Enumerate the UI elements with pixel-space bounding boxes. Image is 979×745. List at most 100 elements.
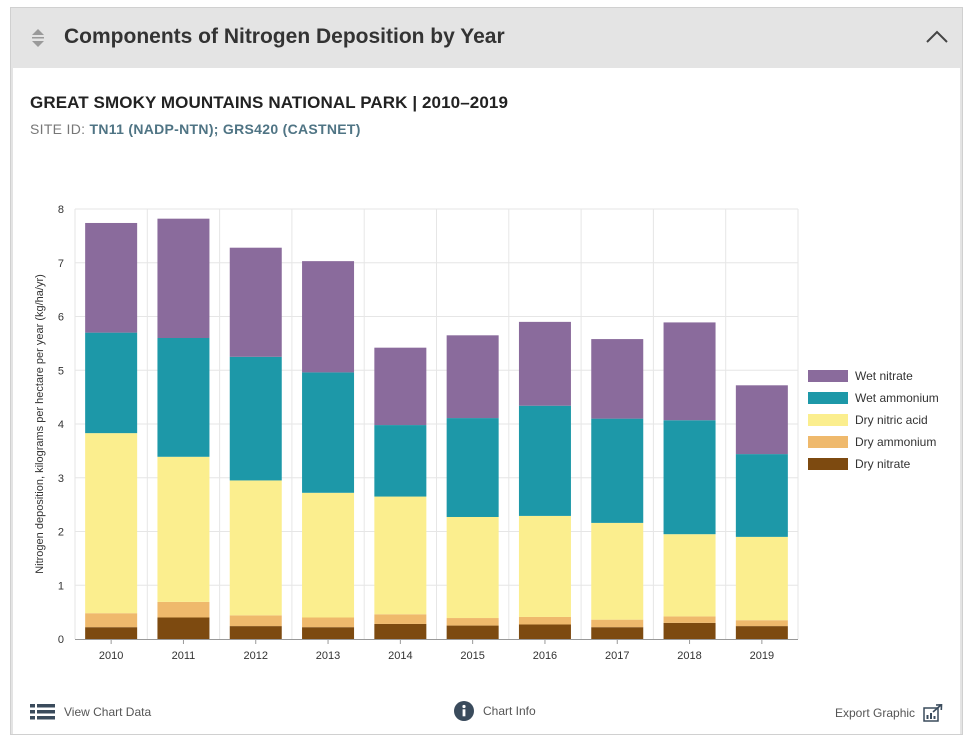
y-tick-label: 5 — [58, 365, 64, 377]
bar-segment — [446, 618, 499, 626]
bar-segment — [446, 335, 499, 419]
bar-segment — [518, 405, 571, 516]
bar-segment — [157, 601, 210, 618]
bar-segment — [735, 385, 788, 455]
bar-segment — [663, 322, 716, 421]
legend-label: Wet nitrate — [855, 369, 913, 383]
y-tick-label: 4 — [58, 419, 64, 431]
y-tick-label: 0 — [58, 634, 64, 646]
legend-label: Dry nitric acid — [855, 413, 928, 427]
bar-segment — [518, 624, 571, 639]
bar-segment — [518, 616, 571, 625]
bar-segment — [663, 622, 716, 639]
bar-segment — [518, 321, 571, 406]
bar-segment — [229, 247, 282, 357]
bar-segment — [446, 418, 499, 517]
bar-segment — [735, 620, 788, 627]
export-graphic-button[interactable]: Export Graphic — [835, 704, 960, 722]
bar-segment — [302, 617, 355, 628]
bar-segment — [85, 332, 138, 434]
bar-segment — [374, 425, 427, 497]
bar-segment — [302, 492, 355, 618]
chart-info-label: Chart Info — [483, 704, 536, 718]
bar-segment — [157, 218, 210, 338]
y-axis-label: Nitrogen deposition, kilograms per hecta… — [34, 274, 46, 574]
bar-segment — [663, 420, 716, 535]
legend-swatch — [808, 392, 848, 404]
bar-segment — [374, 623, 427, 639]
chart-info-button[interactable]: Chart Info — [454, 701, 536, 721]
panel-title: Components of Nitrogen Deposition by Yea… — [64, 25, 505, 48]
legend-item[interactable]: Wet nitrate — [808, 365, 939, 387]
bar-segment — [157, 338, 210, 457]
legend-label: Dry nitrate — [855, 457, 911, 471]
bar-segment — [302, 261, 355, 373]
bar-segment — [446, 516, 499, 619]
x-tick-label: 2015 — [460, 650, 484, 662]
y-tick-label: 7 — [58, 258, 64, 270]
x-tick-label: 2018 — [677, 650, 701, 662]
bar-segment — [374, 614, 427, 624]
bar-segment — [374, 496, 427, 615]
bar-segment — [663, 534, 716, 617]
bar-segment — [735, 454, 788, 537]
site-id-prefix: SITE ID: — [30, 121, 86, 137]
stacked-bar-chart: 0 1 2 3 4 5 6 7 8 2010 2011 2012 2013 2014 2015 2016 201… — [34, 204, 799, 662]
bar-segment — [591, 522, 644, 620]
info-icon — [454, 701, 474, 721]
x-tick-label: 2013 — [316, 650, 340, 662]
drag-handle-icon[interactable] — [27, 27, 49, 49]
legend-swatch — [808, 414, 848, 426]
bar-segment — [591, 418, 644, 523]
site-id-values: TN11 (NADP-NTN); GRS420 (CASTNET) — [89, 121, 361, 137]
bar-segment — [229, 356, 282, 481]
legend-item[interactable]: Wet ammonium — [808, 387, 939, 409]
x-tick-label: 2016 — [533, 650, 557, 662]
legend-label: Wet ammonium — [855, 391, 939, 405]
y-tick-label: 2 — [58, 527, 64, 539]
export-chart-icon — [923, 704, 943, 722]
panel-body: GREAT SMOKY MOUNTAINS NATIONAL PARK | 20… — [13, 68, 960, 734]
park-title: GREAT SMOKY MOUNTAINS NATIONAL PARK | 20… — [30, 93, 508, 112]
view-chart-data-button[interactable]: View Chart Data — [30, 704, 151, 720]
bar-segment — [591, 619, 644, 628]
bar-segment — [735, 626, 788, 639]
bar-segment — [446, 625, 499, 639]
legend-swatch — [808, 436, 848, 448]
x-tick-label: 2012 — [244, 650, 268, 662]
bar-segment — [302, 372, 355, 493]
x-tick-label: 2019 — [750, 650, 774, 662]
y-tick-label: 1 — [58, 580, 64, 592]
legend-item[interactable]: Dry nitrate — [808, 453, 939, 475]
x-tick-label: 2010 — [99, 650, 123, 662]
y-tick-label: 6 — [58, 312, 64, 324]
chart-panel: Components of Nitrogen Deposition by Yea… — [10, 7, 963, 735]
y-tick-label: 8 — [58, 204, 64, 216]
bar-segment — [663, 616, 716, 623]
bar-segment — [374, 347, 427, 426]
panel-header: Components of Nitrogen Deposition by Yea… — [11, 8, 962, 68]
bar-segment — [229, 480, 282, 616]
bar-segment — [85, 222, 138, 333]
bar-segment — [591, 627, 644, 639]
legend-item[interactable]: Dry ammonium — [808, 431, 939, 453]
bar-segment — [157, 456, 210, 602]
bar-segment — [518, 515, 571, 617]
export-graphic-label: Export Graphic — [835, 706, 916, 720]
chart-legend: Wet nitrate Wet ammonium Dry nitric acid Dr… — [808, 365, 939, 475]
collapse-chevron-up-icon[interactable] — [924, 26, 950, 48]
bar-segment — [229, 626, 282, 639]
bar-segment — [229, 615, 282, 627]
x-tick-label: 2017 — [605, 650, 629, 662]
x-tick-label: 2011 — [172, 650, 196, 662]
legend-item[interactable]: Dry nitric acid — [808, 409, 939, 431]
bar-segment — [302, 627, 355, 639]
site-id-line: SITE ID: TN11 (NADP-NTN); GRS420 (CASTNE… — [30, 121, 361, 137]
legend-label: Dry ammonium — [855, 435, 937, 449]
x-tick-label: 2014 — [388, 650, 412, 662]
bar-segment — [591, 339, 644, 419]
legend-swatch — [808, 458, 848, 470]
y-tick-label: 3 — [58, 473, 64, 485]
bar-segment — [157, 617, 210, 639]
bar-segment — [735, 536, 788, 621]
